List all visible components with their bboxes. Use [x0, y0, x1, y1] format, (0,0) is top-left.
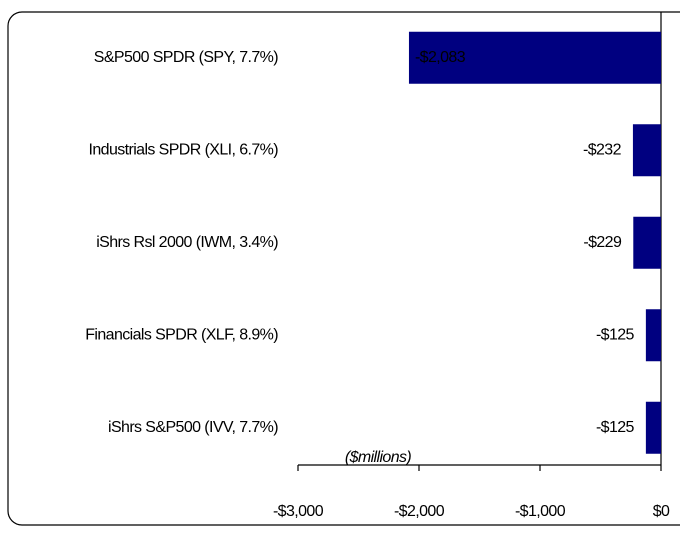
x-tick-label: -$3,000	[273, 503, 324, 520]
value-label: -$2,083	[415, 49, 466, 66]
x-tick-label: -$1,000	[515, 503, 566, 520]
value-label: -$125	[596, 326, 635, 343]
bar	[645, 309, 661, 362]
bar	[645, 401, 661, 454]
x-tick-label: $0	[653, 503, 670, 520]
bar	[632, 124, 661, 177]
x-axis-label: ($millions)	[345, 449, 412, 466]
value-label: -$232	[583, 141, 622, 158]
bar	[633, 216, 661, 269]
y-tick-label: S&P500 SPDR (SPY, 7.7%)	[94, 49, 278, 66]
y-tick-label: iShrs Rsl 2000 (IWM, 3.4%)	[96, 234, 278, 251]
bar	[408, 31, 661, 84]
chart-border	[7, 11, 680, 526]
y-tick-label: Industrials SPDR (XLI, 6.7%)	[89, 141, 279, 158]
y-tick-label: Financials SPDR (XLF, 8.9%)	[85, 326, 278, 343]
y-tick-label: iShrs S&P500 (IVV, 7.7%)	[108, 419, 278, 436]
x-tick-label: -$2,000	[394, 503, 445, 520]
value-label: -$125	[596, 419, 635, 436]
value-label: -$229	[583, 234, 622, 251]
